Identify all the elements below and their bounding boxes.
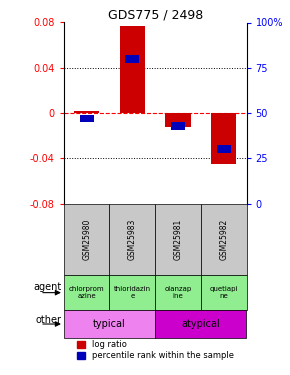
Bar bbox=[120, 26, 145, 113]
Text: GSM25980: GSM25980 bbox=[82, 219, 91, 260]
Text: chlorprom
azine: chlorprom azine bbox=[69, 286, 104, 299]
Text: agent: agent bbox=[34, 282, 62, 292]
Bar bbox=[155, 310, 246, 338]
Bar bbox=[155, 275, 201, 310]
Bar bbox=[125, 55, 139, 63]
Text: thioridazin
e: thioridazin e bbox=[114, 286, 151, 299]
Text: GSM25983: GSM25983 bbox=[128, 219, 137, 260]
Bar bbox=[110, 275, 155, 310]
Bar bbox=[165, 113, 191, 127]
Bar bbox=[110, 204, 155, 275]
Text: GSM25982: GSM25982 bbox=[219, 219, 228, 260]
Text: olanzap
ine: olanzap ine bbox=[164, 286, 192, 299]
Text: quetiapi
ne: quetiapi ne bbox=[209, 286, 238, 299]
Bar bbox=[201, 204, 246, 275]
Bar bbox=[74, 111, 99, 113]
Text: other: other bbox=[36, 315, 62, 325]
Text: GSM25981: GSM25981 bbox=[173, 219, 182, 260]
Bar bbox=[171, 122, 185, 130]
Bar bbox=[64, 204, 110, 275]
Bar bbox=[211, 113, 236, 164]
Title: GDS775 / 2498: GDS775 / 2498 bbox=[108, 8, 203, 21]
Bar bbox=[64, 275, 110, 310]
Bar bbox=[155, 204, 201, 275]
Bar bbox=[80, 114, 94, 123]
Text: typical: typical bbox=[93, 319, 126, 329]
Bar bbox=[201, 275, 246, 310]
Text: atypical: atypical bbox=[182, 319, 220, 329]
Bar bbox=[217, 146, 231, 153]
Bar bbox=[64, 310, 155, 338]
Legend: log ratio, percentile rank within the sample: log ratio, percentile rank within the sa… bbox=[77, 340, 234, 360]
